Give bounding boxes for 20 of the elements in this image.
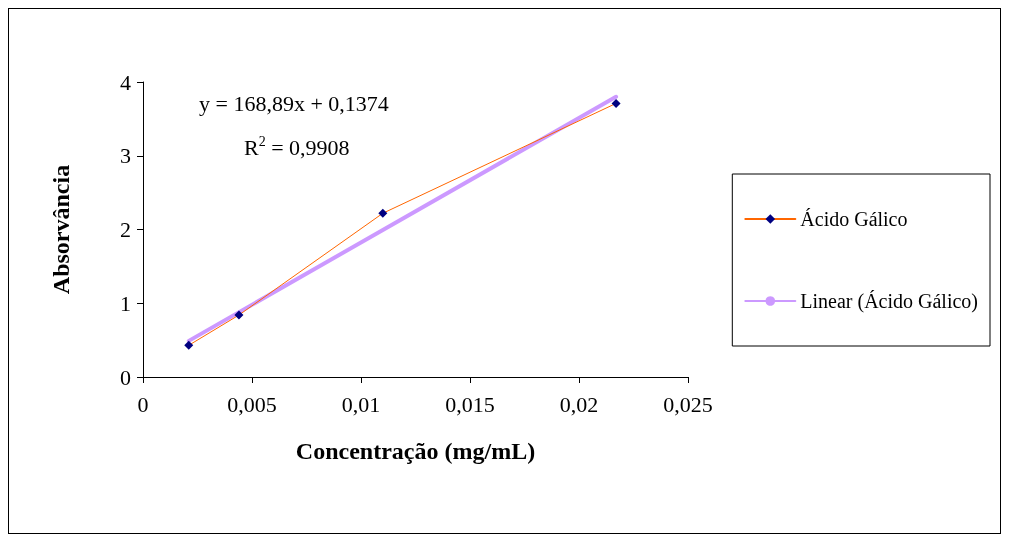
y-tick-label: 3	[120, 143, 131, 169]
annotation: y = 168,89x + 0,1374	[199, 90, 389, 116]
y-tick-label: 2	[120, 217, 131, 242]
y-tick-label: 4	[120, 69, 131, 95]
point	[611, 98, 621, 108]
x-tick-label: 0,02	[559, 391, 599, 417]
point	[378, 208, 388, 218]
legend-label: Linear (Ácido Gálico)	[800, 290, 979, 313]
x-tick-label: 0	[137, 391, 149, 417]
y-tick-label: 1	[120, 290, 131, 316]
point	[184, 340, 194, 350]
y-axis-title: Absorvância	[48, 164, 74, 295]
y-tick-label: 0	[120, 364, 131, 390]
x-tick-label: 0,015	[445, 391, 495, 417]
x-tick-label: 0,005	[227, 391, 277, 417]
legend-label: Ácido Gálico	[800, 208, 908, 230]
x-axis-title: Concentração (mg/mL)	[295, 438, 536, 464]
point	[234, 310, 244, 320]
x-tick-label: 0,025	[663, 391, 713, 417]
x-tick-label: 0,01	[341, 391, 381, 417]
